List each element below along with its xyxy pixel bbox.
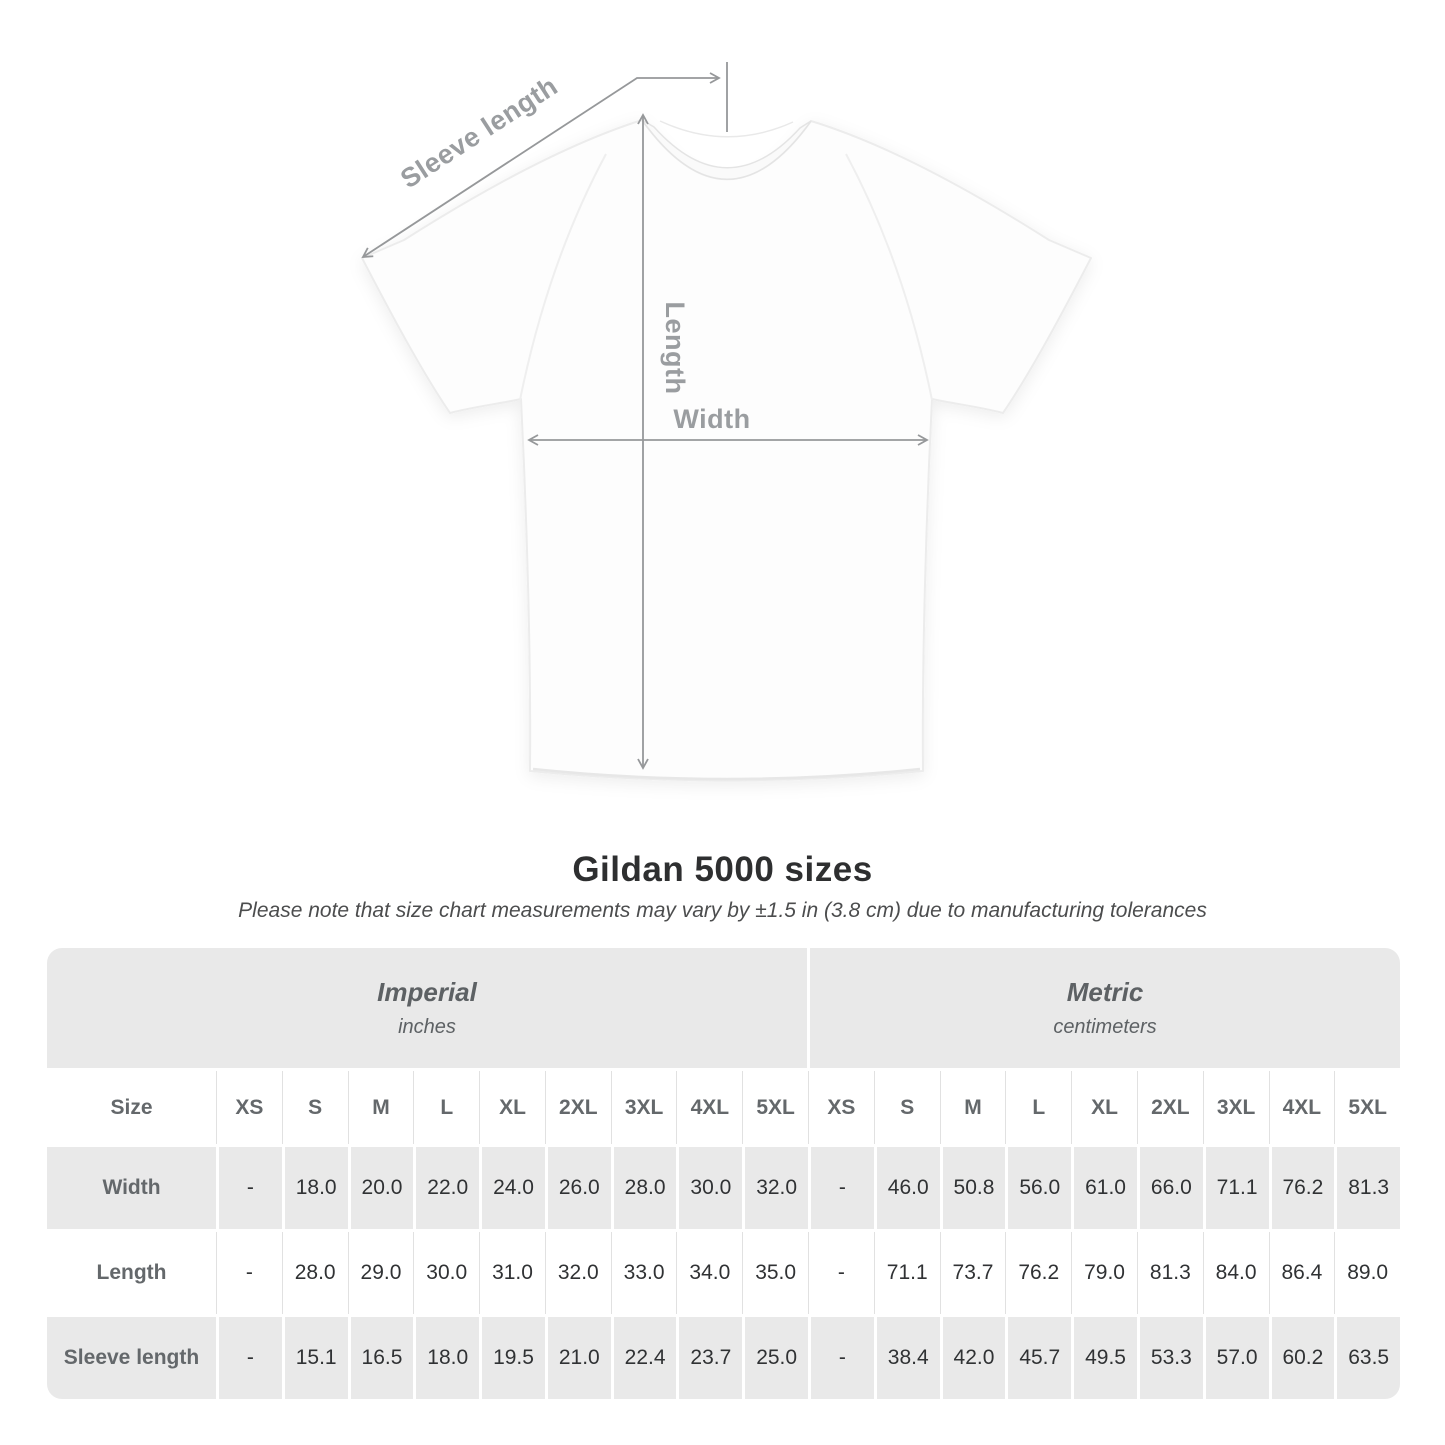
measurement-value: 63.5 (1337, 1317, 1401, 1399)
measurement-value: 61.0 (1074, 1147, 1137, 1229)
measurement-value: 18.0 (284, 1147, 348, 1229)
measurement-value: 21.0 (547, 1317, 611, 1399)
measurement-value: 45.7 (1008, 1317, 1072, 1399)
measurement-value: 46.0 (876, 1147, 940, 1229)
size-table: Imperial inches Metric centimeters Size X… (47, 948, 1401, 1399)
size-column-header: M (939, 1071, 1006, 1144)
size-header-row: Size XS S M L XL 2XL 3XL 4XL 5XL XS S M L XL 2XL 3XL 4XL 5… (47, 1071, 1400, 1144)
measurement-value: 23.7 (679, 1317, 743, 1399)
measurement-value: 18.0 (416, 1317, 480, 1399)
size-column-header: XL (1071, 1071, 1137, 1144)
length-label: Length (660, 302, 690, 395)
tshirt-illustration (361, 119, 1092, 782)
tshirt-measurement-diagram: Sleeve length Length Width (361, 62, 1092, 782)
size-column-header: L (1005, 1071, 1071, 1144)
size-column-header: 2XL (544, 1071, 611, 1144)
measurement-value: 81.3 (1337, 1147, 1401, 1229)
measurement-value: 49.5 (1074, 1317, 1137, 1399)
measurement-value: 86.4 (1268, 1232, 1335, 1314)
size-column-header: 5XL (1334, 1071, 1400, 1144)
measurement-value: 16.5 (350, 1317, 414, 1399)
size-column-header: 3XL (1202, 1071, 1269, 1144)
size-column-header: 4XL (676, 1071, 742, 1144)
measurement-value: 24.0 (482, 1147, 545, 1229)
measurement-value: 19.5 (482, 1317, 545, 1399)
imperial-header: Imperial inches (47, 948, 807, 1068)
size-column-header: M (347, 1071, 414, 1144)
measurement-value: - (219, 1317, 282, 1399)
sleeve-length-arrow (361, 72, 721, 259)
width-label: Width (673, 404, 750, 434)
measurement-value: 60.2 (1271, 1317, 1335, 1399)
measurement-value: 73.7 (939, 1232, 1006, 1314)
measurement-value: 35.0 (742, 1232, 808, 1314)
measurement-value: 15.1 (284, 1317, 348, 1399)
size-column-header: L (413, 1071, 479, 1144)
measurement-value: 57.0 (1205, 1317, 1269, 1399)
measurement-value: 79.0 (1071, 1232, 1137, 1314)
measurement-value: 28.0 (281, 1232, 348, 1314)
size-column-header: 4XL (1268, 1071, 1335, 1144)
metric-unit: centimeters (1053, 1016, 1157, 1038)
row-label: Sleeve length (47, 1317, 216, 1399)
measurement-value: 66.0 (1139, 1147, 1203, 1229)
measurement-value: 25.0 (745, 1317, 809, 1399)
heading-block: Gildan 5000 sizes Please note that size … (0, 850, 1445, 923)
size-column-header: XS (216, 1071, 282, 1144)
page-title: Gildan 5000 sizes (572, 850, 873, 889)
row-label: Width (47, 1147, 216, 1229)
measurement-value: 71.1 (1205, 1147, 1269, 1229)
size-column-header: 5XL (742, 1071, 808, 1144)
measurement-value: 76.2 (1271, 1147, 1335, 1229)
table-row: Length -28.0 29.0 30.0 31.0 32.0 33.0 34.0 35.0-… (47, 1232, 1400, 1314)
size-column-header: 3XL (610, 1071, 677, 1144)
measurement-value: 30.0 (679, 1147, 743, 1229)
size-column-header: XL (479, 1071, 545, 1144)
metric-label: Metric (1066, 977, 1144, 1007)
measurement-value: 22.0 (416, 1147, 480, 1229)
measurement-value: - (808, 1232, 874, 1314)
size-column-header: XS (808, 1071, 874, 1144)
measurement-value: 33.0 (610, 1232, 677, 1314)
measurement-value: 53.3 (1139, 1317, 1203, 1399)
measurement-value: 32.0 (745, 1147, 809, 1229)
imperial-label: Imperial (377, 977, 477, 1007)
measurement-value: 31.0 (479, 1232, 545, 1314)
measurement-value: 20.0 (350, 1147, 414, 1229)
size-column-header: 2XL (1136, 1071, 1203, 1144)
measurement-value: 30.0 (413, 1232, 479, 1314)
measurement-value: 42.0 (942, 1317, 1006, 1399)
size-column-title: Size (110, 1095, 153, 1119)
size-column-header: S (873, 1071, 940, 1144)
table-row: Sleeve length -15.1 16.5 18.0 19.5 21.0 22.4 23… (47, 1317, 1401, 1399)
measurement-value: - (811, 1317, 874, 1399)
measurement-value: 26.0 (547, 1147, 611, 1229)
measurement-value: 32.0 (544, 1232, 611, 1314)
measurement-value: 34.0 (676, 1232, 742, 1314)
measurement-value: 89.0 (1334, 1232, 1400, 1314)
size-column-header: S (281, 1071, 348, 1144)
measurement-value: - (811, 1147, 874, 1229)
size-table-body: Size XS S M L XL 2XL 3XL 4XL 5XL XS S M L XL 2XL 3XL 4XL 5… (47, 1071, 1401, 1399)
measurement-value: - (219, 1147, 282, 1229)
row-label: Length (96, 1261, 167, 1284)
measurement-value: 50.8 (942, 1147, 1006, 1229)
measurement-value: 71.1 (873, 1232, 940, 1314)
measurement-value: 84.0 (1202, 1232, 1269, 1314)
measurement-value: 56.0 (1008, 1147, 1072, 1229)
imperial-unit: inches (398, 1016, 456, 1038)
table-row: Width -18.0 20.0 22.0 24.0 26.0 28.0 30.0 32.0-4… (47, 1147, 1401, 1229)
metric-header: Metric centimeters (810, 948, 1400, 1068)
measurement-value: - (216, 1232, 282, 1314)
measurement-value: 76.2 (1005, 1232, 1071, 1314)
tolerance-note: Please note that size chart measurements… (238, 899, 1207, 922)
measurement-value: 28.0 (613, 1147, 677, 1229)
measurement-value: 22.4 (613, 1317, 677, 1399)
measurement-value: 81.3 (1136, 1232, 1203, 1314)
measurement-value: 29.0 (347, 1232, 414, 1314)
measurement-value: 38.4 (876, 1317, 940, 1399)
unit-header-row: Imperial inches Metric centimeters (47, 948, 1400, 1068)
